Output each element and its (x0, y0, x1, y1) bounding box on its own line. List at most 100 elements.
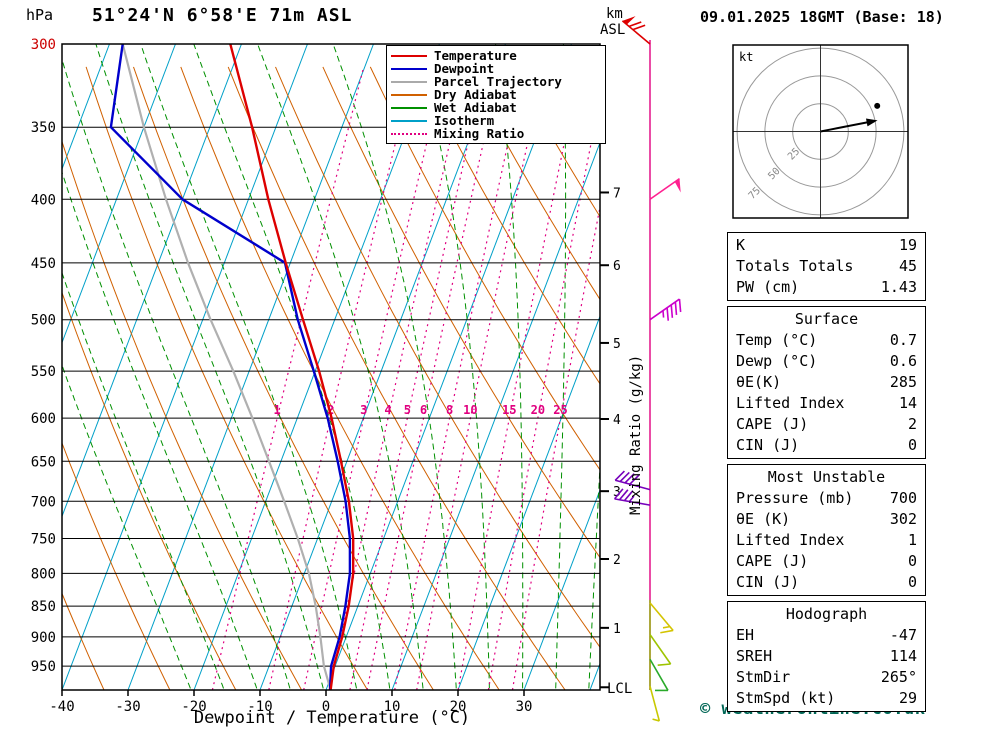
wind-barb (649, 298, 682, 321)
stat-label: CAPE (J) (736, 552, 809, 570)
legend-swatch-temperature (391, 54, 427, 57)
stat-label: Pressure (mb) (736, 489, 854, 507)
wind-barb (614, 470, 651, 491)
svg-text:25: 25 (786, 146, 802, 162)
svg-text:3: 3 (613, 485, 621, 500)
svg-text:20: 20 (450, 699, 467, 715)
stat-row: PW (cm) 1.43 (728, 277, 925, 298)
svg-text:-20: -20 (181, 699, 206, 715)
stat-row: CIN (J) 0 (728, 572, 925, 593)
dewpoint-curve (109, 44, 352, 690)
stat-value: 0 (907, 552, 917, 570)
stat-label: CAPE (J) (736, 415, 809, 433)
svg-text:850: 850 (31, 599, 56, 615)
stat-value: 0.6 (889, 352, 917, 370)
stat-label: CIN (J) (736, 436, 800, 454)
svg-text:8: 8 (446, 403, 453, 417)
legend-item: Temperature (391, 49, 601, 62)
stat-row: Lifted Index 14 (728, 393, 925, 414)
svg-text:900: 900 (31, 630, 56, 646)
svg-text:6: 6 (420, 403, 427, 417)
legend-swatch-dewpoint (391, 67, 427, 70)
legend-label: Dewpoint (434, 61, 495, 76)
legend-item: Isotherm (391, 114, 601, 127)
legend-label: Wet Adiabat (434, 100, 517, 115)
mixing-ratio-axis-label: Mixing Ratio (g/kg) (628, 354, 644, 515)
stat-row: θE(K) 285 (728, 372, 925, 393)
stat-label: StmDir (736, 668, 791, 686)
svg-text:650: 650 (31, 454, 56, 470)
stat-value: 45 (898, 257, 917, 275)
stats-section: Surface Temp (°C) 0.7 Dewp (°C) 0.6 θE(K) 285 L… (727, 306, 926, 459)
stat-value: 19 (898, 236, 917, 254)
svg-text:5: 5 (613, 337, 621, 352)
stat-label: Lifted Index (736, 394, 845, 412)
stat-value: 700 (889, 489, 917, 507)
stats-section-title: Hodograph (785, 605, 868, 623)
svg-text:20: 20 (531, 403, 545, 417)
wind-barb (649, 177, 681, 200)
stat-label: StmSpd (kt) (736, 689, 836, 707)
asl-axis-unit: ASL (600, 22, 626, 38)
stat-label: θE (K) (736, 510, 791, 528)
svg-text:450: 450 (31, 256, 56, 272)
svg-text:50: 50 (766, 166, 782, 182)
stats-section: Most Unstable Pressure (mb) 700 θE (K) 302 Li… (727, 464, 926, 596)
svg-text:75: 75 (747, 185, 763, 201)
stat-row: Lifted Index 1 (728, 530, 925, 551)
stat-row: StmSpd (kt) 29 (728, 688, 925, 709)
svg-text:1: 1 (613, 622, 621, 637)
stat-label: K (736, 236, 746, 254)
stat-label: θE(K) (736, 373, 782, 391)
svg-text:300: 300 (31, 37, 56, 53)
stat-value: 0 (907, 436, 917, 454)
pressure-axis-unit: hPa (26, 6, 54, 24)
svg-text:2: 2 (613, 553, 621, 568)
stat-row: Dewp (°C) 0.6 (728, 351, 925, 372)
svg-text:550: 550 (31, 364, 56, 380)
page-title: 51°24'N 6°58'E 71m ASL (92, 5, 353, 26)
svg-text:500: 500 (31, 313, 56, 329)
stat-row: EH -47 (728, 625, 925, 646)
mixing-ratio-lines: 1 2 3 4 5 6 8 10 15 20 25 (211, 66, 600, 690)
svg-text:-40: -40 (49, 699, 74, 715)
wind-barb (649, 658, 669, 692)
svg-text:-30: -30 (115, 699, 140, 715)
svg-text:6: 6 (613, 259, 621, 274)
stat-value: 285 (889, 373, 917, 391)
stat-value: 302 (889, 510, 917, 528)
stat-value: 0.7 (889, 331, 917, 349)
svg-text:400: 400 (31, 192, 56, 208)
wind-barb (649, 685, 661, 722)
stats-table: K 19 Totals Totals 45 PW (cm) 1.43 Surface Temp… (727, 232, 926, 717)
km-axis-ticks: 1 2 3 4 5 6 7 (600, 186, 621, 689)
wind-barb (649, 634, 672, 666)
stat-label: SREH (736, 647, 773, 665)
stat-label: EH (736, 626, 755, 644)
stat-value: 114 (889, 647, 917, 665)
legend-item: Parcel Trajectory (391, 75, 601, 88)
stat-label: PW (cm) (736, 278, 800, 296)
run-date-label: 09.01.2025 18GMT (Base: 18) (700, 8, 944, 26)
svg-text:800: 800 (31, 566, 56, 582)
svg-text:0: 0 (322, 699, 330, 715)
hodograph-border (732, 44, 909, 219)
isotherm-lines (62, 44, 600, 690)
stat-row: SREH 114 (728, 646, 925, 667)
svg-text:25: 25 (553, 403, 567, 417)
stat-value: 1.43 (880, 278, 917, 296)
svg-text:4: 4 (613, 413, 621, 428)
stat-row: θE (K) 302 (728, 509, 925, 530)
legend-label: Mixing Ratio (434, 126, 525, 141)
temperature-curve (229, 44, 355, 690)
svg-text:3: 3 (360, 403, 367, 417)
legend-item: Wet Adiabat (391, 101, 601, 114)
legend-item: Dry Adiabat (391, 88, 601, 101)
legend-swatch-dry-adiabat (391, 93, 427, 96)
svg-text:750: 750 (31, 532, 56, 548)
svg-text:950: 950 (31, 659, 56, 675)
svg-text:350: 350 (31, 120, 56, 136)
stats-section-title: Surface (794, 310, 859, 328)
svg-text:600: 600 (31, 411, 56, 427)
